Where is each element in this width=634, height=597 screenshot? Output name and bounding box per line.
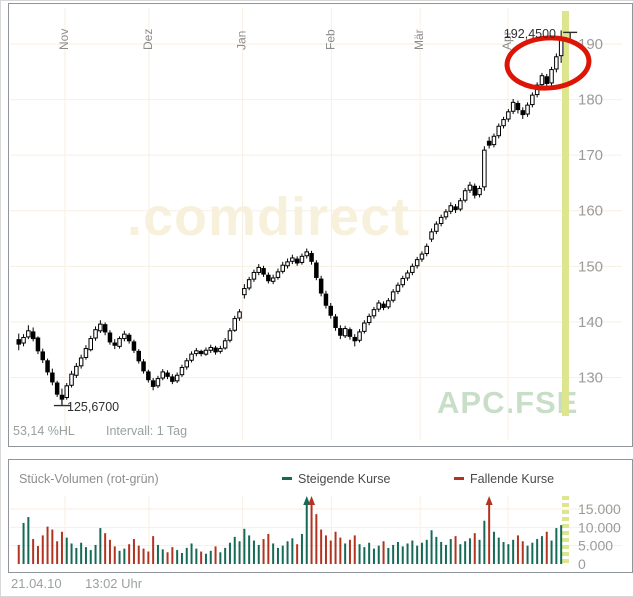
- volume-chart: 15.000 10.000 5.000 0: [10, 496, 622, 570]
- volume-clip-arrow: [308, 496, 316, 505]
- month-label: Jan: [235, 31, 249, 50]
- high-marker: [563, 31, 578, 39]
- price-axis-label: 180: [578, 92, 603, 109]
- candlestick-series: [16, 30, 564, 402]
- volume-axis-label: 10.000: [578, 519, 621, 535]
- price-axis-label: 170: [578, 147, 603, 164]
- low-price-annotation: 125,6700: [67, 400, 120, 414]
- price-axis-label: 150: [578, 258, 603, 275]
- month-label: Feb: [323, 29, 337, 50]
- rising-legend-label: Steigende Kurse: [298, 472, 391, 486]
- footer-time: 13:02 Uhr: [85, 576, 143, 591]
- current-date-band: [562, 11, 569, 416]
- price-axis-label: 130: [578, 369, 603, 386]
- grid-layer: [10, 8, 622, 440]
- high-price-annotation: 192,4500: [503, 27, 556, 41]
- low-marker: [53, 399, 71, 407]
- rising-legend-marker: [282, 477, 292, 481]
- symbol-label: APC.FSE: [437, 385, 579, 420]
- month-label: Apr: [500, 31, 514, 50]
- price-chart-panel: .comdirect APC.FSE Nov Dez Jan Feb Mär Apr 190…: [8, 3, 633, 447]
- watermark: .comdirect: [127, 187, 411, 247]
- month-label: Nov: [57, 29, 71, 50]
- volume-bars: [17, 496, 563, 564]
- falling-legend-label: Fallende Kurse: [470, 472, 555, 486]
- legend-falling: Fallende Kurse: [454, 472, 554, 486]
- highlight-circle-annotation: [504, 35, 592, 91]
- price-axis-label: 140: [578, 314, 603, 331]
- price-axis-label: 160: [578, 203, 603, 220]
- volume-clip-arrow: [485, 496, 493, 505]
- volume-axis-label: 15.000: [578, 501, 621, 517]
- month-label: Dez: [141, 29, 155, 50]
- volume-axis-label: 5.000: [578, 538, 613, 554]
- month-label: Mär: [412, 29, 426, 50]
- volume-axis-label: 0: [578, 556, 586, 570]
- footer-date: 21.04.10: [11, 576, 62, 591]
- volume-clip-arrow: [303, 496, 311, 505]
- volume-panel: Stück-Volumen (rot-grün) Steigende Kurse…: [8, 459, 633, 573]
- interval-label: Intervall: 1 Tag: [106, 424, 188, 438]
- volume-title: Stück-Volumen (rot-grün): [19, 472, 159, 486]
- percent-hl-label: 53,14 %HL: [13, 424, 75, 438]
- falling-legend-marker: [454, 477, 464, 481]
- legend-rising: Steigende Kurse: [282, 472, 390, 486]
